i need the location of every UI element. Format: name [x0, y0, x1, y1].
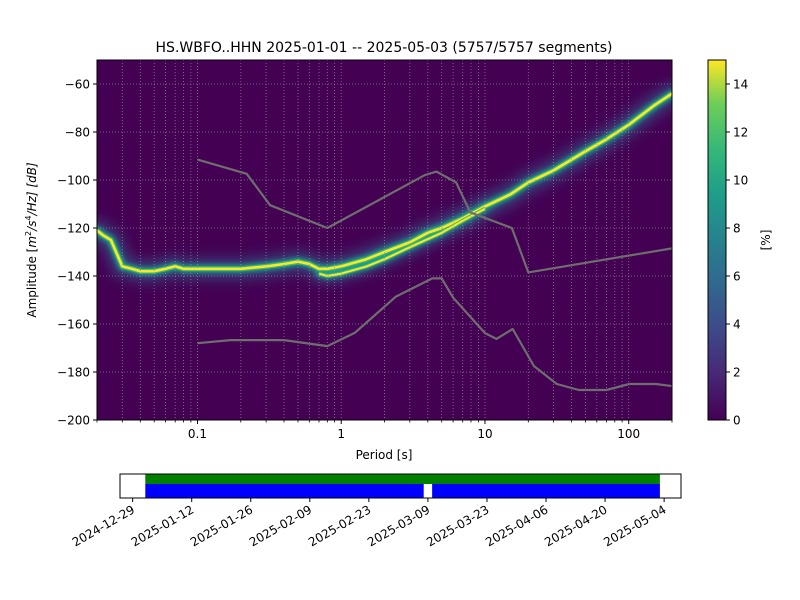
noise-models: [197, 158, 672, 392]
colorbar-tick-label: 8: [733, 222, 741, 236]
grid-lines: [97, 60, 672, 420]
colorbar-tick-label: 14: [733, 78, 748, 92]
x-tick-label: 0.1: [188, 427, 207, 441]
y-tick-label: −160: [57, 318, 90, 332]
colorbar-label: [%]: [759, 230, 773, 251]
x-axis: 0.1 1 10 100: [96, 420, 673, 441]
timeline-tick-label: 2025-01-26: [188, 502, 255, 549]
y-axis-label: Amplitude [m2/s4/Hz] [dB]: [24, 162, 39, 318]
y-tick-label: −80: [65, 126, 90, 140]
y-tick-label: −200: [57, 414, 90, 428]
y-axis: −60 −80 −100 −120 −140 −160 −180 −200: [57, 78, 97, 428]
timeline-tick-label: 2025-04-20: [542, 502, 609, 549]
timeline-tick-label: 2025-05-04: [601, 502, 668, 549]
ridge-secondary-core: [318, 207, 486, 277]
colorbar-ticks: 0 2 4 6 8 10 12 14: [726, 78, 748, 428]
colorbar-tick-label: 12: [733, 126, 748, 140]
coverage-blue-bar: [145, 484, 424, 498]
timeline-tick-label: 2024-12-29: [70, 502, 137, 549]
x-tick-label: 1: [337, 427, 345, 441]
low-noise-model-line: [197, 277, 672, 392]
psd-plot: 0.1 1 10 100 −60 −80 −100 −120 −140 −160 −180 −200…: [24, 59, 673, 462]
x-tick-label: 100: [617, 427, 640, 441]
colorbar-tick-label: 4: [733, 318, 741, 332]
coverage-blue-bar: [432, 484, 660, 498]
timeline-tick-label: 2025-02-23: [306, 502, 373, 549]
high-noise-model-line: [197, 158, 672, 274]
y-tick-label: −140: [57, 270, 90, 284]
x-tick-label: 10: [477, 427, 492, 441]
coverage-bars: [145, 474, 660, 498]
y-tick-label: −180: [57, 366, 90, 380]
colorbar: 0 2 4 6 8 10 12 14 [%]: [707, 59, 773, 428]
y-tick-label: −100: [57, 174, 90, 188]
coverage-green-bar: [145, 474, 660, 484]
colorbar-tick-label: 2: [733, 366, 741, 380]
colorbar-tick-label: 10: [733, 174, 748, 188]
y-tick-label: −120: [57, 222, 90, 236]
colorbar-tick-label: 6: [733, 270, 741, 284]
colorbar-gradient: [707, 59, 727, 421]
timeline-tick-label: 2025-02-09: [247, 502, 314, 549]
timeline-frame: [119, 473, 682, 499]
chart-title: HS.WBFO..HHN 2025-01-01 -- 2025-05-03 (5…: [156, 40, 613, 56]
timeline-axis: 2024-12-292025-01-122025-01-262025-02-09…: [70, 498, 669, 549]
timeline-tick-label: 2025-01-12: [129, 502, 196, 549]
timeline-tick-label: 2025-03-09: [365, 502, 432, 549]
timeline-tick-label: 2025-03-23: [424, 502, 491, 549]
y-tick-label: −60: [65, 78, 90, 92]
colorbar-tick-label: 0: [733, 414, 741, 428]
x-axis-label: Period [s]: [356, 448, 413, 462]
timeline-tick-label: 2025-04-06: [483, 502, 550, 549]
coverage-timeline: 2024-12-292025-01-122025-01-262025-02-09…: [70, 473, 682, 549]
